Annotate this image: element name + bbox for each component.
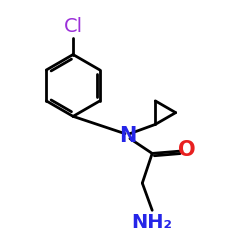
Text: N: N <box>119 126 136 146</box>
Text: Cl: Cl <box>64 17 83 36</box>
Text: O: O <box>178 140 196 160</box>
Text: NH₂: NH₂ <box>132 213 173 232</box>
